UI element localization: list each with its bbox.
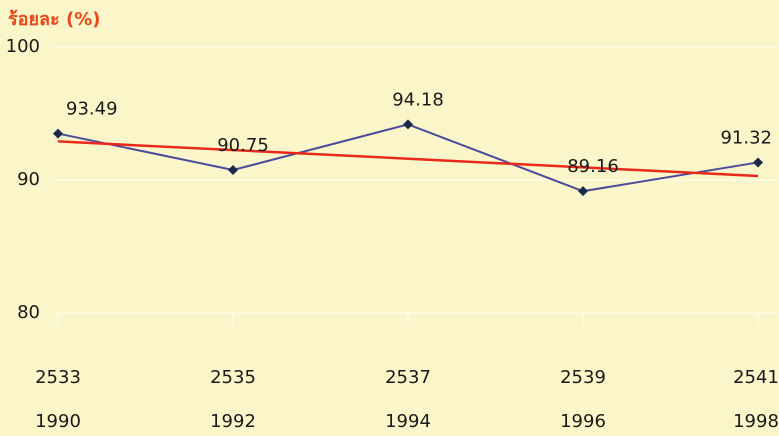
data-label: 94.18: [392, 89, 444, 110]
data-point: [53, 128, 63, 139]
y-tick-label: 90: [17, 169, 40, 190]
y-tick-label: 80: [17, 302, 40, 323]
x-tick-label-secondary: 1998: [733, 411, 779, 432]
data-label: 93.49: [66, 99, 118, 120]
data-label: 91.32: [720, 127, 772, 148]
data-point: [228, 165, 238, 176]
data-label: 90.75: [217, 135, 269, 156]
y-tick-label: 100: [6, 36, 40, 57]
x-tick-label-secondary: 1990: [35, 411, 81, 432]
x-tick-label: 2539: [560, 367, 606, 388]
chart-title: ร้อยละ (%): [8, 9, 100, 30]
x-tick-label-secondary: 1994: [385, 411, 431, 432]
x-tick-label: 2541: [733, 367, 779, 388]
x-tick-label: 2535: [210, 367, 256, 388]
trend-line: [57, 140, 759, 178]
data-point: [753, 157, 763, 168]
x-tick-label-secondary: 1992: [210, 411, 256, 432]
data-label: 89.16: [567, 156, 619, 177]
x-tick-label: 2533: [35, 367, 81, 388]
data-point: [403, 119, 413, 130]
x-tick-label-secondary: 1996: [560, 411, 606, 432]
x-tick-label: 2537: [385, 367, 431, 388]
data-point: [578, 186, 588, 197]
